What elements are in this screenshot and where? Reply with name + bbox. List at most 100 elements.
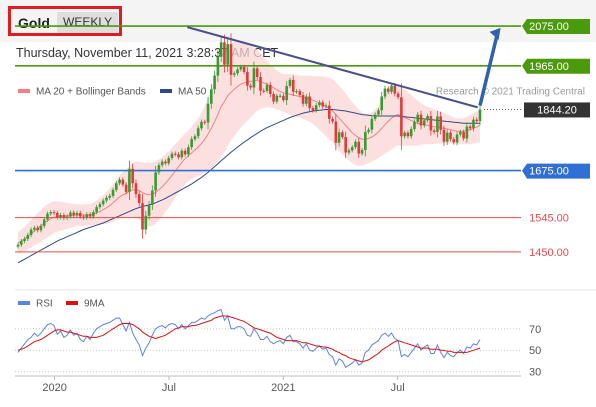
candle-body [377, 110, 380, 115]
candle-body [422, 120, 426, 126]
candle-body [196, 128, 200, 137]
candle-body [154, 172, 157, 191]
candle-body [344, 136, 347, 153]
candle-body [190, 139, 193, 148]
candle-body [118, 179, 121, 184]
candle-body [367, 129, 370, 132]
candle-body [105, 197, 108, 201]
candle-body [436, 116, 439, 132]
candle-body [141, 203, 144, 230]
candle-body [114, 183, 118, 190]
candle-body [19, 241, 23, 245]
candle-body [268, 84, 272, 94]
candle-body [65, 216, 69, 218]
candle-body [137, 194, 141, 204]
legend-label-ma50: MA 50 [178, 87, 207, 98]
candle-body [78, 212, 82, 217]
candle-body [373, 114, 377, 119]
candle-body [101, 200, 105, 205]
candle-body [314, 105, 318, 111]
candle-body [419, 114, 423, 126]
candle-body [131, 168, 134, 184]
support-label: 1545.00 [529, 213, 569, 225]
projection-arrow-head [489, 27, 501, 40]
candle-body [295, 91, 298, 93]
candle-body [16, 244, 20, 247]
candle-body [370, 118, 374, 130]
candle-body [180, 150, 184, 158]
candle-body [56, 212, 59, 218]
projection-arrow-shaft [478, 32, 500, 106]
candle-body [111, 189, 115, 196]
candle-body [386, 88, 390, 92]
candle-body [298, 91, 302, 96]
candle-body [42, 219, 46, 226]
candle-body [308, 96, 311, 109]
resistance-label: 1965.00 [529, 61, 569, 73]
candle-body [33, 227, 36, 230]
candle-body [121, 179, 125, 185]
candle-body [321, 102, 325, 107]
support-label: 1450.00 [529, 247, 569, 259]
candle-body [432, 130, 436, 132]
candle-body [416, 114, 420, 122]
last-price-label: 1844.20 [537, 104, 577, 116]
candle-body [455, 134, 459, 143]
instrument-title: Gold [18, 15, 50, 31]
candle-body [445, 132, 449, 142]
rsi-tick-label: 70 [529, 324, 541, 336]
chart-header: Gold WEEKLY [0, 0, 596, 42]
rsi-ma-line [17, 315, 481, 363]
legend-swatch-rsi-ma [66, 301, 78, 305]
candle-body [219, 42, 223, 57]
candle-body [318, 102, 321, 106]
candle-body [406, 132, 410, 137]
candle-body [252, 68, 256, 88]
candle-body [242, 66, 246, 72]
candle-body [36, 227, 39, 231]
candle-body [62, 215, 66, 218]
pivot-label: 1675.00 [529, 166, 569, 178]
candle-body [288, 79, 292, 87]
candle-body [46, 213, 49, 220]
candle-body [409, 129, 413, 137]
candle-body [210, 89, 213, 104]
candle-body [144, 215, 148, 230]
candle-body [393, 85, 397, 94]
candle-body [442, 129, 446, 142]
legend-swatch-ma50 [160, 89, 172, 93]
candle-body [183, 150, 187, 155]
candle-body [157, 165, 161, 173]
candle-body [147, 204, 151, 216]
candle-body [311, 108, 315, 111]
candle-body [465, 126, 469, 139]
candle-body [200, 121, 203, 129]
legend-label-rsi: RSI [36, 299, 53, 310]
candle-body [341, 132, 344, 137]
candle-body [354, 141, 357, 148]
candle-body [449, 132, 452, 140]
candle-body [206, 103, 210, 123]
candle-body [98, 204, 102, 208]
candle-body [95, 207, 98, 213]
candle-body [275, 95, 279, 102]
candle-body [413, 121, 416, 130]
candle-body [357, 141, 361, 154]
candle-body [29, 229, 33, 235]
candle-body [468, 126, 472, 129]
candle-body [337, 132, 341, 143]
candle-body [429, 116, 433, 131]
x-tick-label: Jul [162, 382, 176, 394]
candle-body [173, 153, 177, 155]
candle-body [236, 69, 239, 74]
pivot-tag [522, 163, 590, 179]
candle-body [459, 131, 462, 135]
candle-body [23, 238, 26, 242]
candle-body [347, 150, 351, 153]
candle-body [170, 153, 174, 158]
rsi-tick-label: 30 [529, 367, 541, 379]
candle-body [426, 116, 429, 121]
candle-body [75, 212, 79, 216]
candle-body [59, 215, 62, 218]
candle-body [193, 136, 197, 140]
